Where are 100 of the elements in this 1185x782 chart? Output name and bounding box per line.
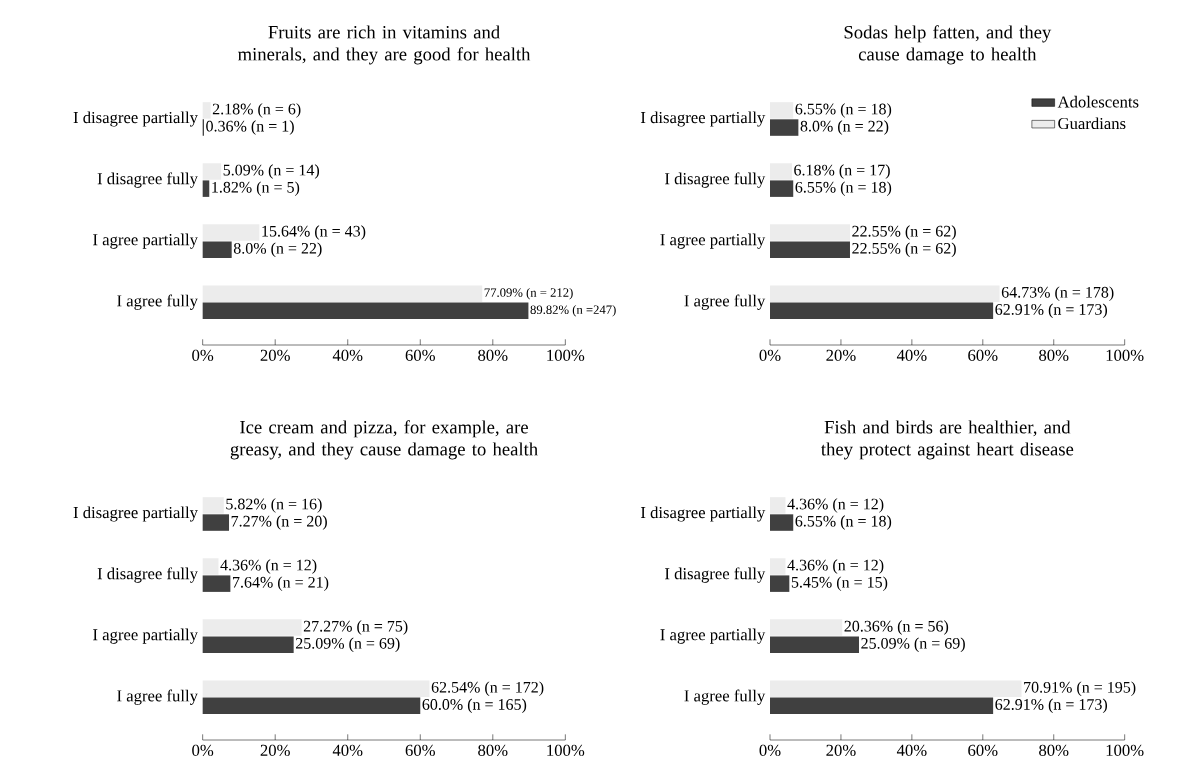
x-tick-label: 100% — [547, 744, 585, 757]
data-label: 62.54% (n = 172) — [431, 681, 544, 696]
data-label: 6.55% (n = 18) — [795, 103, 892, 118]
bar — [770, 697, 994, 715]
bar — [202, 575, 231, 592]
data-label: 6.55% (n = 18) — [795, 181, 892, 196]
x-tick-label: 20% — [826, 744, 856, 757]
bar — [202, 102, 211, 119]
x-tick-label: 0% — [759, 349, 781, 362]
bar — [202, 285, 483, 302]
bar — [202, 302, 529, 320]
data-label: 0.36% (n = 1) — [206, 120, 294, 135]
y-tick-label: I disagree fully — [97, 567, 198, 583]
chart-title: Sodas help fatten, and they cause damage to health — [844, 25, 1052, 65]
x-tick-label: 60% — [968, 744, 998, 757]
y-tick-label: I disagree partially — [640, 111, 766, 127]
x-tick-label: 60% — [968, 349, 998, 362]
bar — [770, 302, 994, 320]
x-tick-label: 20% — [260, 349, 290, 362]
data-label: 25.09% (n = 69) — [295, 637, 400, 652]
data-label: 20.36% (n = 56) — [844, 620, 949, 635]
bar — [770, 119, 799, 136]
y-tick-label: I disagree fully — [665, 567, 766, 583]
chart-title: Fruits are rich in vitamins and minerals, and they are good for health — [237, 25, 531, 65]
data-label: 89.82% (n =247) — [530, 305, 616, 317]
data-label: 6.55% (n = 18) — [795, 515, 892, 530]
data-label: 62.91% (n = 173) — [995, 303, 1108, 319]
bar — [202, 241, 232, 258]
bar — [770, 163, 792, 180]
y-tick-label: I agree partially — [93, 628, 198, 644]
data-label: 22.55% (n = 62) — [852, 225, 956, 240]
data-label: 64.73% (n = 178) — [1001, 286, 1114, 301]
bar — [202, 224, 260, 241]
data-label: 7.27% (n = 20) — [231, 515, 327, 530]
chart-title: Fish and birds are healthier, and they protect against heart disease — [821, 420, 1074, 460]
data-label: 8.0% (n = 22) — [800, 120, 889, 135]
x-tick-label: 20% — [826, 349, 856, 362]
bar — [770, 241, 850, 258]
x-tick-label: 80% — [478, 744, 508, 757]
y-tick-label: I disagree partially — [73, 506, 198, 522]
bar — [202, 697, 421, 715]
bar — [770, 619, 843, 636]
data-label: 6.18% (n = 17) — [794, 164, 890, 179]
data-label: 1.82% (n = 5) — [212, 181, 300, 196]
bar — [202, 514, 230, 531]
legend-label: Adolescents — [1057, 95, 1139, 108]
data-label: 2.18% (n = 6) — [212, 103, 301, 118]
y-tick-label: I agree fully — [684, 294, 766, 310]
data-label: 60.0% (n = 165) — [422, 698, 527, 714]
y-tick-label: I agree fully — [117, 689, 198, 705]
x-tick-label: 40% — [332, 744, 363, 757]
bar — [202, 680, 430, 697]
y-tick-label: I agree partially — [660, 233, 766, 249]
bar — [202, 497, 224, 514]
data-label: 4.36% (n = 12) — [787, 559, 884, 574]
x-tick-label: 60% — [405, 744, 435, 757]
data-label: 62.91% (n = 173) — [995, 698, 1108, 714]
data-label: 7.64% (n = 21) — [233, 576, 329, 591]
y-tick-label: I agree fully — [117, 294, 198, 310]
data-label: 22.55% (n = 62) — [852, 242, 956, 257]
bar — [770, 224, 850, 241]
x-tick-label: 100% — [1106, 349, 1144, 362]
data-label: 5.82% (n = 16) — [226, 498, 322, 513]
x-tick-label: 40% — [332, 349, 363, 362]
data-label: 5.45% (n = 15) — [791, 576, 888, 591]
data-label: 4.36% (n = 12) — [787, 498, 884, 513]
x-tick-label: 60% — [405, 349, 435, 362]
bar — [770, 497, 786, 514]
bar — [770, 558, 786, 575]
chart-title: Ice cream and pizza, for example, are greasy, and they cause damage to health — [230, 420, 538, 460]
bar — [770, 636, 859, 653]
data-label: 15.64% (n = 43) — [262, 225, 366, 240]
bar — [770, 180, 794, 197]
x-tick-label: 0% — [192, 744, 214, 757]
data-label: 77.09% (n = 212) — [484, 287, 573, 300]
bar — [202, 636, 294, 653]
bar — [770, 285, 1000, 302]
y-tick-label: I agree partially — [660, 628, 766, 644]
data-label: 8.0% (n = 22) — [233, 242, 322, 257]
y-tick-label: I agree fully — [684, 689, 766, 705]
y-tick-label: I disagree fully — [97, 172, 198, 188]
bar — [770, 575, 790, 592]
data-label: 70.91% (n = 195) — [1024, 681, 1136, 696]
bar — [202, 163, 222, 180]
x-tick-label: 80% — [478, 349, 508, 362]
data-label: 25.09% (n = 69) — [861, 637, 965, 652]
data-label: 4.36% (n = 12) — [220, 559, 317, 574]
x-tick-label: 40% — [896, 744, 927, 757]
x-tick-label: 100% — [547, 349, 585, 362]
bar — [202, 619, 302, 636]
x-tick-label: 100% — [1106, 744, 1144, 757]
x-tick-label: 40% — [896, 349, 927, 362]
data-label: 27.27% (n = 75) — [303, 620, 408, 635]
y-tick-label: I disagree partially — [640, 506, 766, 522]
x-tick-label: 80% — [1039, 349, 1069, 362]
x-tick-label: 0% — [192, 349, 214, 362]
y-tick-label: I disagree partially — [73, 111, 198, 127]
data-label: 5.09% (n = 14) — [223, 164, 320, 179]
bar — [770, 680, 1022, 697]
legend-label: Guardians — [1058, 117, 1126, 130]
